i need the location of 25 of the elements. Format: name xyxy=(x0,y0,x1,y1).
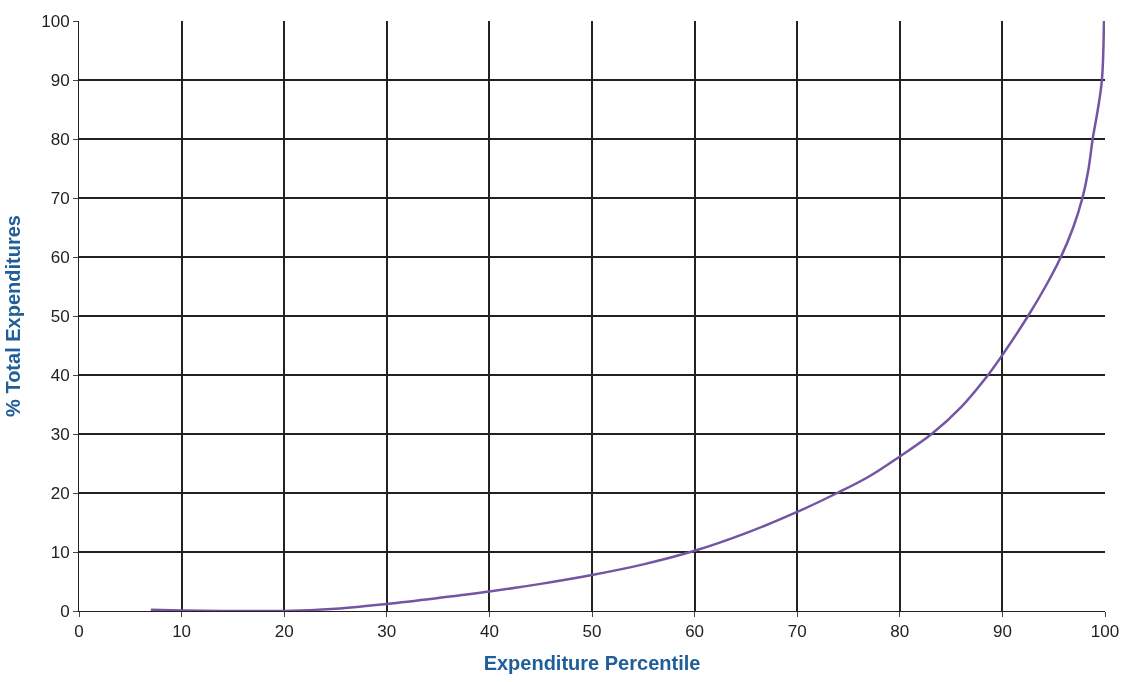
x-tick-label: 0 xyxy=(74,622,84,642)
y-tick-label: 90 xyxy=(50,70,70,90)
x-tick-label: 50 xyxy=(582,622,602,642)
y-tick-label: 10 xyxy=(50,542,70,562)
x-tick-label: 10 xyxy=(172,622,192,642)
x-tick-label: 90 xyxy=(992,622,1012,642)
x-tick-label: 60 xyxy=(685,622,705,642)
x-tick-label: 100 xyxy=(1090,622,1120,642)
y-tick-label: 60 xyxy=(50,247,70,267)
x-tick-label: 80 xyxy=(890,622,910,642)
y-tick-label: 0 xyxy=(60,601,70,621)
y-tick-label: 50 xyxy=(50,306,70,326)
y-tick-label: 20 xyxy=(50,483,70,503)
x-tick-label: 20 xyxy=(274,622,294,642)
y-tick-label: 80 xyxy=(50,129,70,149)
y-axis-title: % Total Expenditures xyxy=(1,215,24,417)
y-tick-label: 70 xyxy=(50,188,70,208)
y-tick-label: 30 xyxy=(50,424,70,444)
x-tick-label: 30 xyxy=(377,622,397,642)
x-tick-label: 40 xyxy=(479,622,499,642)
line-series xyxy=(149,21,1105,611)
x-tick-label: 70 xyxy=(787,622,807,642)
y-tick-label: 40 xyxy=(50,365,70,385)
y-tick-label: 100 xyxy=(41,11,70,31)
x-axis-title: Expenditure Percentile xyxy=(483,651,701,674)
